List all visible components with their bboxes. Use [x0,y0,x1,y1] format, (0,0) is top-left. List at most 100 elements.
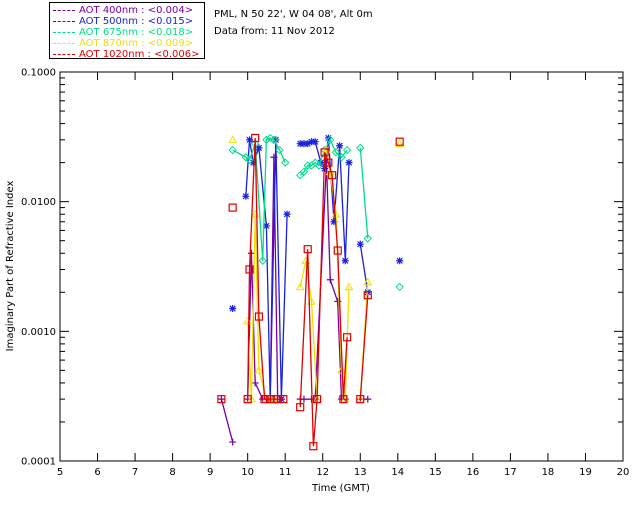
data-point [245,265,254,274]
data-point [343,333,352,342]
legend-label: AOT 1020nm : <0.006> [79,49,200,60]
location-info: PML, N 50 22', W 04 08', Alt 0m [214,9,373,20]
data-point [317,159,325,167]
series-line [247,137,284,400]
data-point [345,159,353,167]
data-point [258,256,267,265]
data-point [229,305,237,312]
data-point [309,442,318,451]
series-line [220,398,234,443]
data-point [344,282,354,291]
data-point [242,192,250,200]
data-point [299,167,309,176]
data-point [228,135,238,144]
legend-label: AOT 675nm : <0.018> [79,27,194,38]
legend-item: AOT 1020nm : <0.006> [53,49,199,60]
x-tick-label: 7 [132,467,138,478]
data-point [272,136,280,144]
data-point [275,145,284,155]
series [228,135,405,403]
legend-swatch [53,42,75,44]
data-point [396,257,404,265]
data-point [363,234,372,243]
series-line [359,295,369,400]
data-point [356,143,365,153]
series-line [359,147,369,239]
legend-label: AOT 400nm : <0.004> [79,5,194,16]
data-point [296,403,305,412]
series-line [359,244,369,293]
data-point [254,312,264,321]
data-point [228,145,237,155]
data-point [255,144,263,152]
data-point [326,276,334,284]
data-point [313,395,322,404]
data-point [395,137,404,146]
data-point [251,379,259,387]
data-point [251,133,260,143]
data-point [279,395,288,404]
data-point [243,395,252,404]
data-point [228,203,237,212]
y-axis-label: Imaginary Part of Refractive Index [5,181,16,352]
x-tick-label: 8 [169,467,175,478]
x-tick-label: 11 [279,467,292,478]
data-point [395,282,404,292]
data-point [395,139,405,147]
data-point [331,209,341,218]
legend: AOT 400nm : <0.004> AOT 500nm : <0.015> … [49,2,205,60]
legend-swatch [53,9,75,11]
legend-swatch [53,53,75,55]
y-tick-label: 0.0010 [21,327,56,338]
data-point [300,395,308,403]
data-point [304,140,312,148]
data-point [249,159,257,167]
data-point [356,395,365,404]
data-point [337,153,346,162]
data-point [363,291,372,300]
data-point [269,135,279,145]
x-tick-label: 14 [391,467,404,478]
x-tick-label: 17 [504,467,517,478]
x-tick-label: 12 [316,467,329,478]
y-axis: 0.0001 0.0010 0.0100 0.1000 [21,68,623,468]
data-point [337,365,346,374]
data-point [341,257,349,265]
x-axis-label: Time (GMT) [311,483,370,494]
plot-frame [59,71,624,462]
legend-label: AOT 870nm : <0.009> [79,38,194,49]
x-tick-label: 18 [542,467,555,478]
data-point [364,395,372,403]
data-point [303,245,312,254]
legend-item: AOT 675nm : <0.018> [53,27,193,38]
x-tick-label: 9 [207,467,213,478]
data-point [339,395,348,404]
x-tick-label: 5 [57,467,63,478]
data-point [300,140,308,148]
x-tick-label: 15 [429,467,442,478]
x-tick-label: 19 [579,467,592,478]
legend-item: AOT 400nm : <0.004> [53,5,193,16]
data-point [311,158,320,167]
data-point [342,145,352,155]
data-point [363,277,373,286]
y-tick-label: 0.0100 [21,197,56,208]
x-tick-label: 16 [466,467,479,478]
data-point [280,158,290,167]
series [229,134,404,403]
data-point [217,395,226,404]
data-point [241,153,250,162]
series [228,133,404,292]
legend-swatch [53,20,75,22]
data-point [265,133,275,143]
data-point [355,394,365,403]
data-point [254,365,264,374]
data-point [245,155,254,165]
data-point [326,135,335,145]
data-point [217,395,225,403]
legend-label: AOT 500nm : <0.015> [79,16,194,27]
data-point [314,161,324,170]
legend-item: AOT 500nm : <0.015> [53,16,193,27]
data-point [295,282,305,291]
data-point [262,135,271,145]
